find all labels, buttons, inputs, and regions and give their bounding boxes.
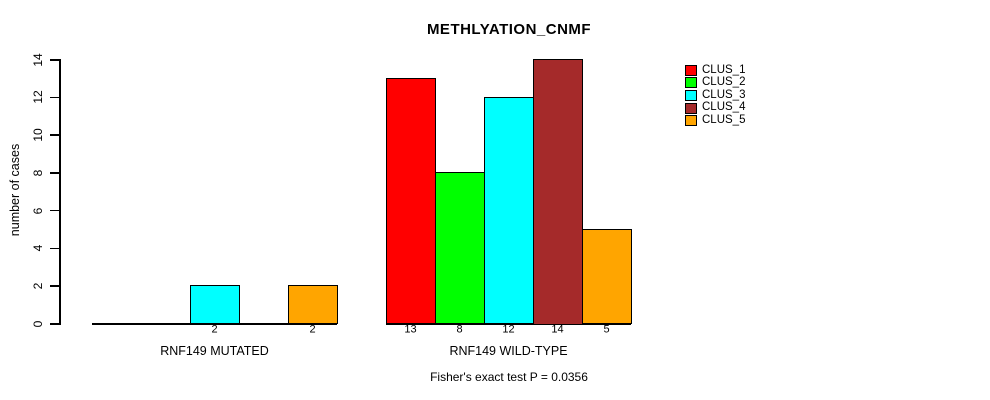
legend-label: CLUS_4 xyxy=(702,101,746,114)
legend-swatch-clus_2 xyxy=(685,77,697,89)
y-axis-tick-label: 2 xyxy=(31,282,45,290)
bar-clus_3-wild-type xyxy=(484,96,534,325)
y-axis-tick-label: 0 xyxy=(31,320,45,328)
bar-clus_3-mutated xyxy=(190,285,240,325)
bar-value-label: 13 xyxy=(404,323,417,336)
bar-clus_2-wild-type xyxy=(435,172,485,325)
y-axis-tick xyxy=(50,247,59,250)
y-axis-label: number of cases xyxy=(8,143,22,237)
legend-row: CLUS_5 xyxy=(685,114,745,127)
bar-value-label: 2 xyxy=(309,323,316,336)
bar-clus_5-wild-type xyxy=(582,228,632,325)
y-axis-tick-label: 8 xyxy=(31,169,45,177)
bar-value-label: 14 xyxy=(551,323,564,336)
chart-title: METHLYATION_CNMF xyxy=(426,21,592,38)
y-axis-tick-label: 4 xyxy=(31,244,45,252)
fisher-test-annotation: Fisher's exact test P = 0.0356 xyxy=(430,370,588,384)
y-axis-line xyxy=(59,59,61,325)
legend-label: CLUS_2 xyxy=(702,76,746,89)
legend-row: CLUS_2 xyxy=(685,77,745,90)
y-axis-tick xyxy=(50,134,59,136)
bar-clus_4-wild-type xyxy=(533,59,583,325)
bar-value-label: 5 xyxy=(603,323,610,336)
legend-swatch-clus_3 xyxy=(685,89,697,101)
bar-clus_1-wild-type xyxy=(386,77,436,325)
y-axis-tick-label: 12 xyxy=(31,90,45,105)
legend-swatch-clus_1 xyxy=(685,64,697,76)
y-axis-tick-label: 6 xyxy=(31,207,45,214)
legend-row: CLUS_4 xyxy=(685,102,745,115)
y-axis-tick xyxy=(50,172,59,174)
legend-swatch-clus_4 xyxy=(685,102,697,114)
legend-row: CLUS_1 xyxy=(685,64,745,77)
bar-clus_5-mutated xyxy=(288,285,338,325)
y-axis-tick xyxy=(50,285,59,287)
y-axis-tick-label: 14 xyxy=(31,53,45,67)
legend-label: CLUS_1 xyxy=(702,63,746,76)
y-axis-tick xyxy=(50,96,59,99)
y-axis-tick-label: 10 xyxy=(31,128,45,142)
y-axis-tick xyxy=(50,59,59,61)
bar-value-label: 8 xyxy=(456,323,463,336)
legend-label: CLUS_5 xyxy=(702,113,746,126)
x-axis-group-label: RNF149 MUTATED xyxy=(160,343,269,358)
legend-swatch-clus_5 xyxy=(685,115,697,127)
bar-value-label: 12 xyxy=(502,323,515,336)
y-axis-tick xyxy=(50,323,59,325)
y-axis-tick xyxy=(50,209,59,212)
legend-row: CLUS_3 xyxy=(685,89,745,102)
bar-value-label: 2 xyxy=(211,323,218,336)
legend-label: CLUS_3 xyxy=(702,88,746,101)
legend: CLUS_1 CLUS_2 CLUS_3 CLUS_4 CLUS_5 xyxy=(685,64,745,127)
x-axis-group-label: RNF149 WILD-TYPE xyxy=(449,343,568,358)
